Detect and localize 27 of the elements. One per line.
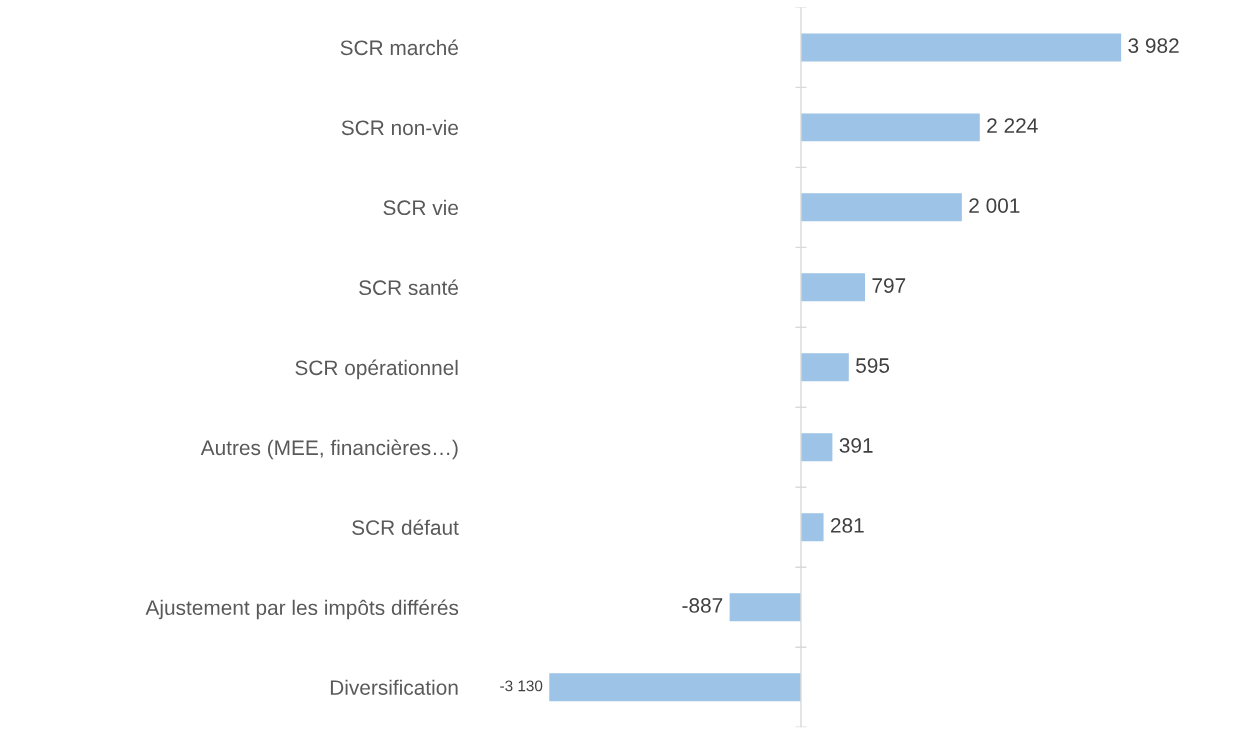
- data-label: 391: [839, 438, 873, 453]
- data-label: -887: [682, 598, 723, 613]
- data-label: 3 982: [1128, 38, 1179, 53]
- data-label: 2 224: [987, 118, 1038, 133]
- bar: [800, 273, 866, 302]
- bar: [729, 593, 801, 622]
- bar: [800, 353, 849, 382]
- y-tick-label: Ajustement par les impôts différés: [145, 599, 459, 620]
- data-label: 595: [856, 358, 890, 373]
- y-tick-label: SCR santé: [359, 279, 458, 296]
- y-tick-label: SCR non-vie: [341, 119, 458, 136]
- bar: [800, 433, 833, 462]
- y-tick-label: Autres (MEE, financières…): [200, 439, 458, 460]
- bar: [549, 673, 801, 702]
- y-tick-label: SCR vie: [383, 199, 458, 216]
- bar: [800, 113, 980, 142]
- y-tick-label: Diversification: [330, 679, 458, 695]
- data-label: 797: [872, 278, 906, 293]
- bar: [800, 33, 1122, 62]
- bar: [800, 193, 962, 222]
- y-tick-label: SCR marché: [340, 39, 458, 56]
- data-label: 281: [831, 518, 864, 533]
- data-label: -3 130: [500, 680, 543, 692]
- bar: [800, 513, 824, 542]
- y-tick-label: SCR défaut: [352, 519, 459, 535]
- data-label: 2 001: [969, 198, 1020, 213]
- y-tick-label: SCR opérationnel: [295, 359, 458, 380]
